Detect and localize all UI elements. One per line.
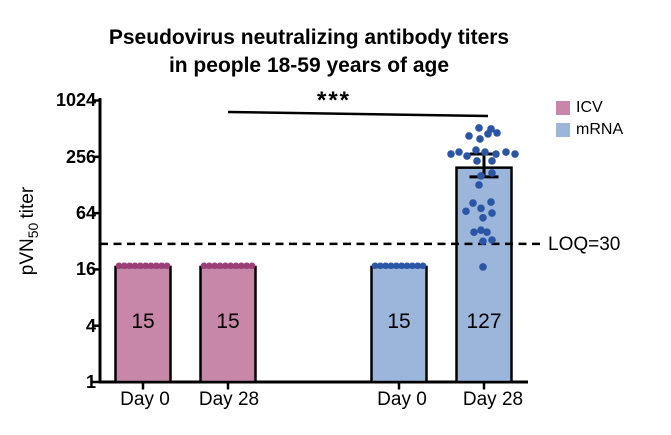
x-label-icv-day0: Day 0 bbox=[120, 389, 170, 410]
bar-top-dot bbox=[371, 262, 379, 270]
x-label-icv-day28: Day 28 bbox=[198, 389, 260, 410]
legend-item-mrna: mRNA bbox=[556, 121, 624, 138]
x-label-mrna-day28: Day 28 bbox=[462, 389, 524, 410]
bar-value-icv-day28: 15 bbox=[216, 310, 240, 333]
bar-top-dot bbox=[216, 262, 224, 270]
bar-top-dot bbox=[382, 262, 389, 270]
scatter-dot bbox=[484, 130, 492, 138]
scatter-dot bbox=[481, 148, 489, 156]
scatter-dot bbox=[477, 172, 485, 180]
scatter-dot bbox=[479, 263, 487, 271]
bar-top-dot bbox=[232, 262, 240, 270]
legend-swatch-icv bbox=[556, 100, 570, 115]
y-axis-title-text: pVN bbox=[17, 238, 38, 276]
scatter-dot bbox=[476, 135, 484, 143]
y-tick-label-4: 4 bbox=[85, 316, 96, 336]
bar-value-mrna-day0: 15 bbox=[387, 310, 411, 333]
legend: ICV mRNA bbox=[556, 99, 624, 138]
scatter-dot bbox=[492, 150, 500, 158]
bar-top-dot bbox=[398, 262, 405, 270]
scatter-dot bbox=[488, 209, 496, 217]
bar-top-dot bbox=[387, 262, 395, 270]
y-axis-title-suffix: titer bbox=[17, 186, 38, 219]
loq-label: LOQ=30 bbox=[548, 234, 621, 255]
scatter-dot bbox=[470, 228, 478, 236]
scatter-dot bbox=[479, 214, 487, 222]
bar-top-dot bbox=[153, 262, 160, 270]
scatter-dot bbox=[502, 148, 510, 156]
legend-label-mrna: mRNA bbox=[576, 121, 624, 138]
y-tick-label-16: 16 bbox=[75, 259, 96, 279]
bar-top-dot bbox=[211, 262, 218, 270]
scatter-dot bbox=[483, 228, 491, 236]
scatter-dot bbox=[455, 148, 463, 156]
scatter-dot bbox=[493, 129, 501, 137]
scatter-dot bbox=[488, 157, 496, 165]
bar-top-dot bbox=[137, 262, 144, 270]
bar-top-dot bbox=[142, 262, 149, 270]
bar-top-dot bbox=[238, 262, 245, 270]
bar-top-dot bbox=[121, 262, 128, 270]
bar-icv-day0 bbox=[114, 265, 172, 384]
bar-top-dot bbox=[158, 262, 165, 270]
bar-top-dot bbox=[200, 262, 208, 270]
legend-item-icv: ICV bbox=[556, 99, 623, 116]
y-tick-label-64: 64 bbox=[75, 203, 96, 223]
scatter-dot bbox=[473, 157, 481, 165]
bar-top-dot bbox=[248, 262, 256, 270]
legend-label-icv: ICV bbox=[576, 99, 603, 116]
bar-mrna-day28 bbox=[455, 166, 513, 384]
bar-top-dot bbox=[222, 262, 229, 270]
scatter-dot bbox=[469, 199, 477, 207]
significance-line bbox=[227, 110, 489, 118]
bar-top-dot bbox=[131, 262, 139, 270]
scatter-dot bbox=[511, 150, 519, 158]
chart-title-line2: in people 18-59 years of age bbox=[168, 54, 450, 77]
bar-top-dot bbox=[419, 262, 427, 270]
bar-top-dot bbox=[403, 262, 411, 270]
y-axis-title: pVN50 titer bbox=[15, 146, 41, 316]
bar-top-dot bbox=[414, 262, 421, 270]
chart-title-line1: Pseudovirus neutralizing antibody titers bbox=[108, 26, 510, 49]
significance-stars: *** bbox=[316, 87, 352, 114]
scatter-dot bbox=[479, 237, 487, 246]
scatter-dot bbox=[462, 207, 470, 216]
scatter-dot bbox=[463, 152, 471, 160]
y-axis-title-subscript: 50 bbox=[24, 222, 41, 239]
scatter-dot bbox=[488, 169, 496, 177]
bar-top-dot bbox=[126, 262, 133, 270]
bar-top-dot bbox=[206, 262, 213, 270]
bar-top-dot bbox=[377, 262, 384, 270]
bar-top-dot bbox=[147, 262, 155, 270]
y-tick-label-256: 256 bbox=[65, 147, 96, 167]
scatter-dot bbox=[447, 150, 455, 158]
bar-top-dot bbox=[115, 262, 123, 270]
y-tick-label-1: 1 bbox=[85, 372, 96, 392]
bar-value-mrna-day28: 127 bbox=[466, 310, 502, 333]
y-tick-label-1024: 1024 bbox=[55, 90, 96, 110]
scatter-dot bbox=[488, 236, 496, 244]
bar-top-dot bbox=[409, 262, 416, 270]
bar-top-dot bbox=[393, 262, 400, 270]
scatter-dot bbox=[477, 226, 485, 235]
scatter-dot bbox=[487, 198, 495, 206]
bar-top-dot bbox=[227, 262, 234, 270]
scatter-dot bbox=[477, 204, 485, 213]
bar-value-icv-day0: 15 bbox=[131, 310, 155, 333]
scatter-dot bbox=[472, 146, 480, 154]
scatter-dot bbox=[475, 181, 483, 189]
bar-top-dot bbox=[163, 262, 171, 270]
scatter-dot bbox=[475, 124, 483, 132]
scatter-dot bbox=[465, 132, 473, 140]
legend-swatch-mrna bbox=[556, 122, 570, 137]
x-label-mrna-day0: Day 0 bbox=[377, 389, 427, 410]
bar-top-dot bbox=[243, 262, 250, 270]
